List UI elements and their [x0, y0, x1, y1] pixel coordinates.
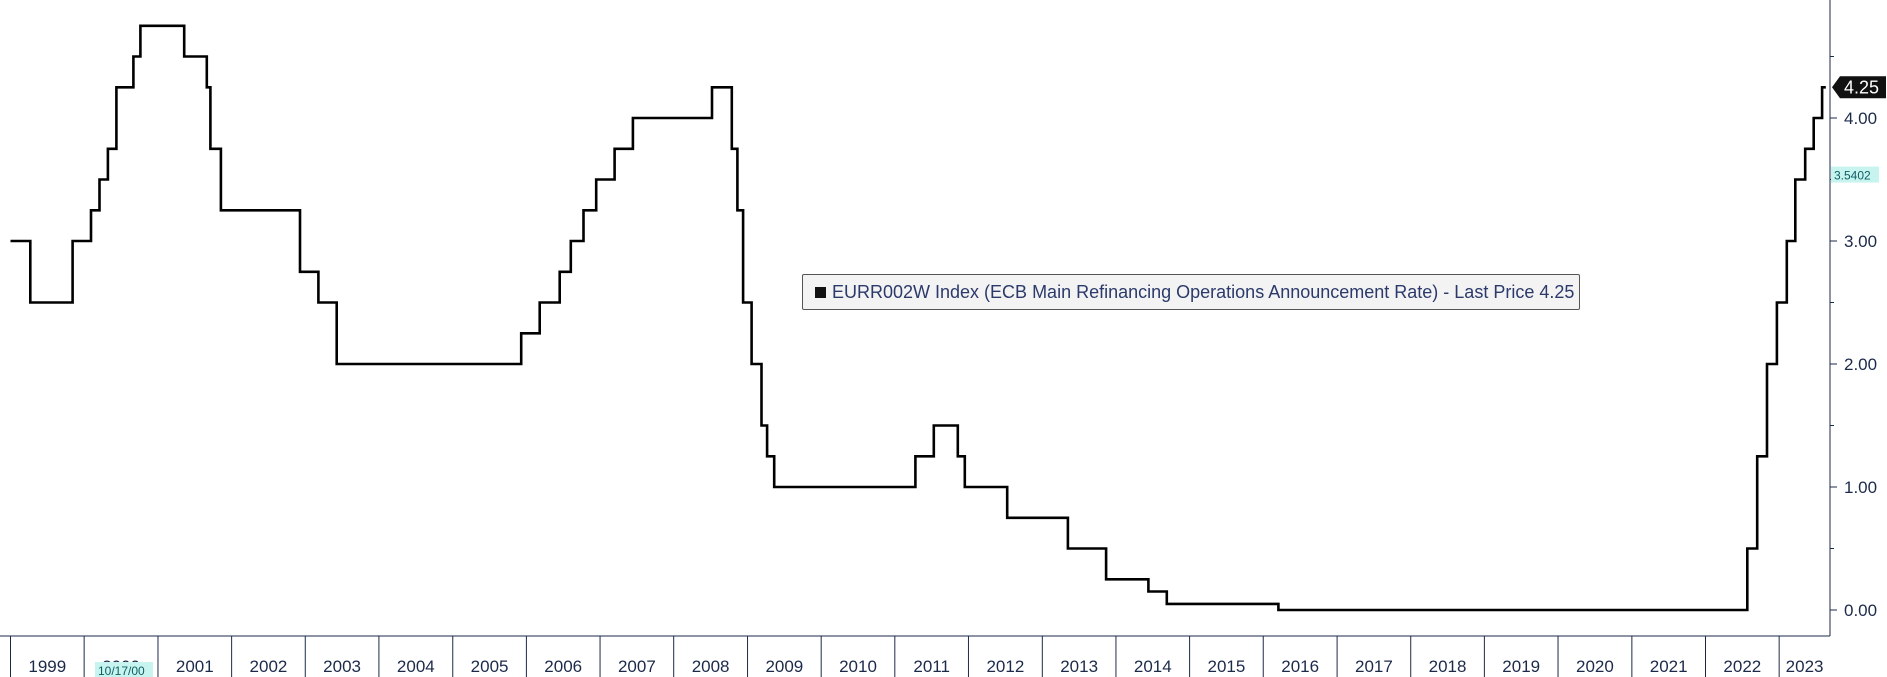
x-tick-label-1999: 1999 — [28, 657, 66, 676]
x-tick-label-2016: 2016 — [1281, 657, 1319, 676]
x-tick-label-2012: 2012 — [986, 657, 1024, 676]
y-axis: 0.00 1.00 2.00 3.00 4.00 — [1829, 0, 1877, 636]
chart-legend: EURR002W Index (ECB Main Refinancing Ope… — [802, 274, 1580, 310]
secondary-marker-box — [1831, 166, 1879, 183]
y-tick-label-0.00: 0.00 — [1844, 601, 1877, 620]
last-price-label: 4.25 — [1844, 77, 1879, 97]
x-tick-label-2002: 2002 — [250, 657, 288, 676]
x-tick-label-2013: 2013 — [1060, 657, 1098, 676]
x-tick-label-2019: 2019 — [1502, 657, 1540, 676]
series-line-ecb-rate — [10, 24, 1826, 612]
x-tick-label-2014: 2014 — [1134, 657, 1172, 676]
x-tick-label-2007: 2007 — [618, 657, 656, 676]
x-tick-label-2021: 2021 — [1650, 657, 1688, 676]
secondary-marker-label: 3.5402 — [1834, 169, 1871, 183]
cursor-date-box — [95, 662, 153, 677]
y-tick-label-4.00: 4.00 — [1844, 109, 1877, 128]
last-price-tag — [1832, 76, 1886, 99]
x-tick-label-2003: 2003 — [323, 657, 361, 676]
x-tick-label-2006: 2006 — [544, 657, 582, 676]
x-tick-label-2004: 2004 — [397, 657, 435, 676]
x-tick-label-2020: 2020 — [1576, 657, 1614, 676]
cursor-date-label: 10/17/00 — [98, 664, 145, 677]
legend-label: EURR002W Index (ECB Main Refinancing Ope… — [832, 281, 1575, 302]
x-tick-label-2018: 2018 — [1429, 657, 1467, 676]
y-tick-label-1.00: 1.00 — [1844, 478, 1877, 497]
x-axis: 1999200020012002200320042005200620072008… — [0, 635, 1830, 677]
x-tick-label-2017: 2017 — [1355, 657, 1393, 676]
x-tick-label-2001: 2001 — [176, 657, 214, 676]
x-tick-label-2011: 2011 — [913, 657, 950, 676]
y-tick-label-2.00: 2.00 — [1844, 355, 1877, 374]
x-tick-label-2022: 2022 — [1723, 657, 1761, 676]
x-tick-label-2010: 2010 — [839, 657, 877, 676]
price-markers: 4.25 3.5402 10/17/00 — [95, 76, 1886, 677]
y-tick-label-3.00: 3.00 — [1844, 232, 1877, 251]
x-tick-label-2009: 2009 — [765, 657, 803, 676]
x-tick-label-2008: 2008 — [692, 657, 730, 676]
x-tick-label-2005: 2005 — [471, 657, 509, 676]
legend-swatch — [815, 286, 826, 298]
x-tick-label-2023: 2023 — [1786, 657, 1824, 676]
series-layer — [10, 24, 1826, 612]
x-tick-label-2015: 2015 — [1208, 657, 1246, 676]
